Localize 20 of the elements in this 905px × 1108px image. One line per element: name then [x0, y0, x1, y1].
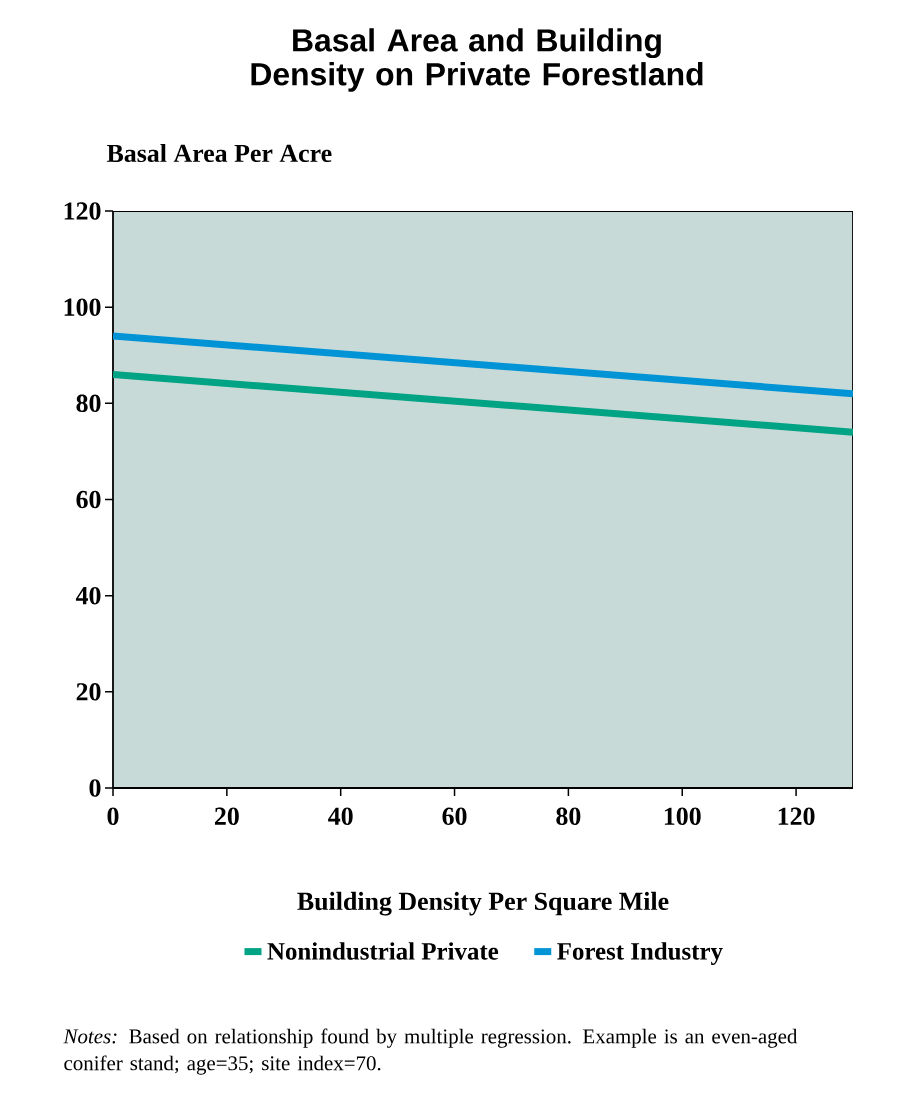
x-tick-label: 20	[214, 807, 239, 826]
chart-title: Basal Area and Building Density on Private Forestland	[251, 28, 703, 92]
x-tick-label: 60	[442, 807, 467, 826]
x-tick-label: 80	[556, 807, 581, 826]
y-tick-label: 100	[64, 298, 101, 316]
x-tick-label: 40	[328, 807, 353, 826]
legend-label: Forest Industry	[557, 942, 723, 965]
x-tick-label: 100	[664, 807, 701, 826]
y-tick-label: 120	[64, 202, 101, 220]
legend-label: Nonindustrial Private	[267, 942, 499, 960]
y-tick-label: 20	[76, 683, 101, 701]
y-tick-label: 40	[75, 586, 101, 605]
y-axis-title: Basal Area Per Acre	[106, 143, 332, 163]
y-tick-label: 80	[76, 394, 101, 413]
text: Notes: Based on relationship found by multiple regression. Example is an even-aged conifer stand; age=35; site index=70.	[63, 1028, 798, 1075]
x-tick-label: 0	[107, 807, 119, 826]
x-axis-title: Building Density Per Square Mile	[297, 891, 669, 916]
y-tick-label: 60	[76, 490, 101, 509]
y-tick-label: 0	[89, 779, 101, 797]
x-tick-label: 120	[778, 807, 815, 826]
